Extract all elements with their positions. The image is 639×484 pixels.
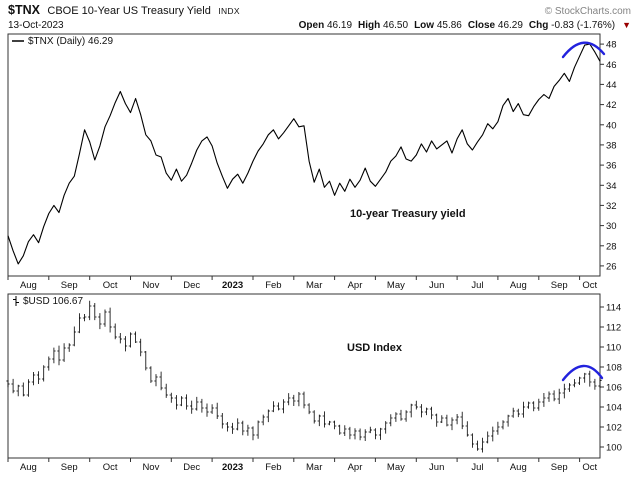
- x-month-label: Sep: [551, 462, 568, 473]
- x-month-label: Mar: [306, 462, 322, 473]
- x-month-label: Aug: [510, 462, 527, 473]
- low-value: 45.86: [436, 20, 462, 31]
- x-month-label: Jul: [471, 280, 483, 291]
- y-axis-label: 104: [606, 403, 622, 414]
- x-month-label: 2023: [222, 280, 243, 291]
- x-month-label: Apr: [348, 462, 363, 473]
- y-axis-label: 114: [606, 303, 621, 314]
- open-field: Open 46.19: [299, 20, 352, 32]
- change-value: -0.83 (-1.76%): [551, 20, 616, 31]
- legend-label: $USD 106.67: [23, 296, 83, 307]
- change-field: Chg -0.83 (-1.76%): [529, 20, 615, 32]
- open-value: 46.19: [327, 20, 353, 31]
- ticker-symbol: $TNX: [8, 3, 40, 17]
- ticker-exchange: INDX: [218, 6, 240, 16]
- x-month-label: Oct: [582, 462, 597, 473]
- close-field: Close 46.29: [468, 20, 523, 32]
- quote-strip: Open 46.19 High 46.50 Low 45.86 Close 46…: [299, 19, 631, 32]
- highlight-arc: [561, 41, 606, 59]
- open-label: Open: [298, 20, 325, 31]
- plot-border: [7, 293, 601, 459]
- chart-header: $TNX CBOE 10-Year US Treasury Yield INDX…: [0, 0, 639, 32]
- x-month-label: 2023: [222, 462, 243, 473]
- y-axis-label: 46: [606, 60, 617, 71]
- x-month-label: Feb: [265, 462, 281, 473]
- title-row: $TNX CBOE 10-Year US Treasury Yield INDX…: [8, 3, 631, 18]
- x-month-label: Nov: [142, 462, 159, 473]
- x-month-label: Feb: [265, 280, 281, 291]
- x-month-label: Aug: [20, 462, 37, 473]
- x-month-label: Jun: [429, 280, 444, 291]
- y-axis-label: 26: [606, 261, 617, 272]
- x-month-label: Oct: [103, 280, 118, 291]
- close-label: Close: [467, 20, 496, 31]
- plot-border: [7, 33, 601, 277]
- ohlc-bars: [6, 300, 602, 453]
- x-month-label: Jun: [429, 462, 444, 473]
- x-month-label: Nov: [142, 280, 159, 291]
- x-month-label: Dec: [183, 280, 200, 291]
- copyright-text: © StockCharts.com: [544, 6, 631, 17]
- y-axis-label: 44: [606, 80, 617, 91]
- x-month-label: Sep: [61, 280, 78, 291]
- y-axis-label: 100: [606, 443, 622, 454]
- y-axis-label: 32: [606, 201, 617, 212]
- instrument-title: $TNX CBOE 10-Year US Treasury Yield INDX: [8, 3, 240, 18]
- x-month-label: May: [387, 462, 405, 473]
- y-axis-label: 28: [606, 241, 617, 252]
- close-value: 46.29: [497, 20, 523, 31]
- y-axis-label: 102: [606, 423, 622, 434]
- y-axis-label: 38: [606, 140, 617, 151]
- y-axis-label: 110: [606, 343, 621, 354]
- low-label: Low: [414, 20, 435, 31]
- y-axis-label: 112: [606, 323, 621, 334]
- annotation-label: USD Index: [347, 342, 403, 354]
- x-month-label: Aug: [510, 280, 527, 291]
- quote-row: 13-Oct-2023 Open 46.19 High 46.50 Low 45…: [8, 19, 631, 32]
- y-axis-label: 36: [606, 161, 617, 172]
- y-axis-label: 48: [606, 40, 617, 51]
- down-triangle-icon[interactable]: ▼: [622, 20, 631, 30]
- x-month-label: Apr: [348, 280, 363, 291]
- treasury-yield-chart-panel: 26 28 30 32 34 36 38 40 42 44 46 48 Aug Sep Oct Nov Dec 2…: [7, 33, 617, 291]
- price-line: [7, 43, 601, 265]
- x-month-label: Dec: [183, 462, 200, 473]
- change-label: Chg: [528, 20, 549, 31]
- annotation-label: 10-year Treasury yield: [350, 208, 466, 220]
- x-month-label: Oct: [103, 462, 118, 473]
- ticker-description: CBOE 10-Year US Treasury Yield: [47, 5, 211, 17]
- y-axis-label: 40: [606, 120, 617, 131]
- high-field: High 46.50: [358, 20, 408, 32]
- y-axis-label: 30: [606, 221, 617, 232]
- x-month-label: Sep: [61, 462, 78, 473]
- y-axis-label: 108: [606, 363, 622, 374]
- high-label: High: [358, 20, 381, 31]
- legend-bar-swatch-icon: [13, 296, 19, 306]
- x-month-label: Mar: [306, 280, 322, 291]
- highlight-arc: [561, 364, 604, 382]
- x-month-label: May: [387, 280, 405, 291]
- y-axis-label: 106: [606, 383, 622, 394]
- low-field: Low 45.86: [414, 20, 462, 32]
- x-month-label: Sep: [551, 280, 568, 291]
- legend-label: $TNX (Daily) 46.29: [28, 36, 113, 47]
- high-value: 46.50: [383, 20, 409, 31]
- y-axis-label: 34: [606, 181, 617, 192]
- usd-index-chart-panel: 100 102 104 106 108 110 112 114 Aug Sep Oct Nov Dec 2…: [6, 293, 622, 473]
- x-month-label: Jul: [471, 462, 483, 473]
- y-axis-label: 42: [606, 100, 617, 111]
- chart-date: 13-Oct-2023: [8, 20, 64, 31]
- x-month-label: Oct: [582, 280, 597, 291]
- x-month-label: Aug: [20, 280, 37, 291]
